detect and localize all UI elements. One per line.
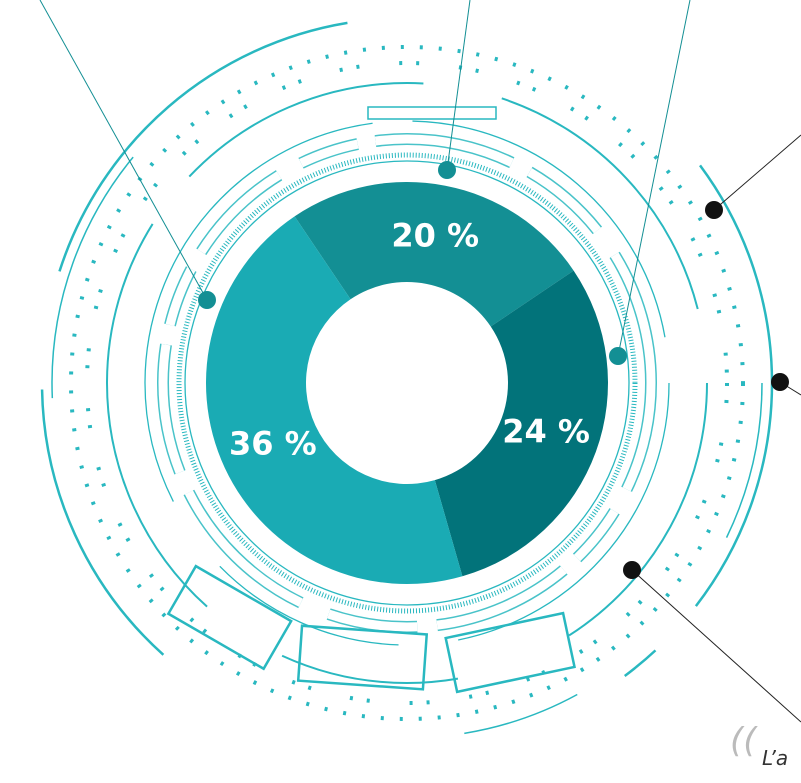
big-arc-thin (51, 27, 763, 739)
slice (294, 182, 574, 327)
thin-ring-outer (144, 120, 670, 646)
slice (434, 270, 608, 577)
decoration (40, 16, 774, 750)
connector-dot (623, 561, 641, 579)
connector-dot (609, 347, 627, 365)
box (444, 611, 576, 694)
connector-dot (705, 201, 723, 219)
thin-ring (184, 160, 630, 606)
value-label: 24 % (502, 413, 590, 451)
connector-dot (438, 161, 456, 179)
value-label: 20 % (391, 217, 479, 255)
box (367, 106, 497, 120)
box (166, 564, 293, 671)
annotation: L’a (762, 746, 788, 770)
connectors (39, 0, 801, 723)
slice (206, 216, 463, 585)
connector (617, 0, 691, 357)
box (296, 624, 429, 691)
dot-ring-inner (85, 61, 729, 705)
connector-dot (198, 291, 216, 309)
quote-mark: (( (730, 721, 758, 761)
connector-dot (771, 373, 789, 391)
big-arc (40, 16, 774, 750)
dot-ring (69, 45, 745, 721)
value-label: 36 % (229, 425, 317, 463)
connector (713, 134, 801, 211)
connector (446, 0, 471, 171)
outer-ring (106, 82, 708, 684)
donut: 20 % 24 % 36 % (206, 182, 608, 585)
connector (631, 569, 801, 723)
connector (39, 0, 208, 301)
segment-ring-inner (158, 134, 656, 632)
dense-ring (176, 152, 638, 614)
